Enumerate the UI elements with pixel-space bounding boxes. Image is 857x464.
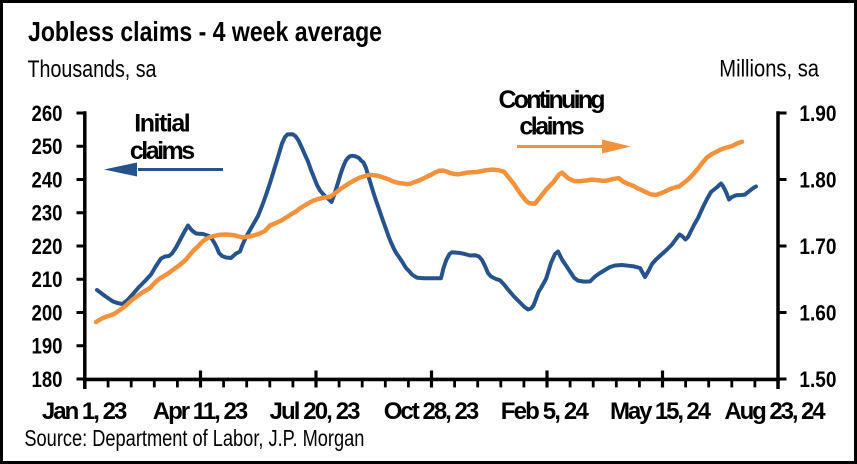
- svg-text:220: 220: [32, 234, 63, 259]
- svg-text:Thousands, sa: Thousands, sa: [28, 56, 158, 83]
- svg-text:claims: claims: [130, 137, 195, 165]
- svg-text:Apr 11, 23: Apr 11, 23: [153, 398, 249, 425]
- svg-text:1.70: 1.70: [799, 234, 836, 259]
- svg-text:200: 200: [32, 300, 63, 325]
- svg-text:Continuing: Continuing: [498, 86, 605, 114]
- svg-text:Jan 1, 23: Jan 1, 23: [42, 398, 127, 425]
- svg-text:180: 180: [32, 367, 63, 392]
- svg-text:1.60: 1.60: [799, 300, 836, 325]
- svg-text:May 15, 24: May 15, 24: [610, 398, 712, 425]
- svg-text:250: 250: [32, 134, 63, 159]
- svg-text:Jobless claims - 4 week averag: Jobless claims - 4 week average: [28, 16, 382, 47]
- svg-text:Aug 23, 24: Aug 23, 24: [724, 398, 826, 425]
- svg-text:1.50: 1.50: [799, 367, 836, 392]
- svg-text:230: 230: [32, 201, 63, 226]
- svg-text:Oct 28, 23: Oct 28, 23: [384, 398, 480, 425]
- svg-text:1.80: 1.80: [799, 167, 836, 192]
- svg-text:Feb 5, 24: Feb 5, 24: [501, 398, 590, 425]
- svg-text:Initial: Initial: [134, 109, 191, 137]
- svg-text:Jul 20, 23: Jul 20, 23: [270, 398, 361, 425]
- svg-text:260: 260: [32, 101, 63, 126]
- svg-text:190: 190: [32, 334, 63, 359]
- svg-text:claims: claims: [519, 112, 584, 140]
- svg-text:Millions, sa: Millions, sa: [719, 56, 819, 83]
- svg-text:240: 240: [32, 167, 63, 192]
- svg-text:210: 210: [32, 267, 63, 292]
- svg-text:1.90: 1.90: [799, 101, 836, 126]
- svg-text:Source: Department of Labor, J: Source: Department of Labor, J.P. Morgan: [24, 425, 364, 451]
